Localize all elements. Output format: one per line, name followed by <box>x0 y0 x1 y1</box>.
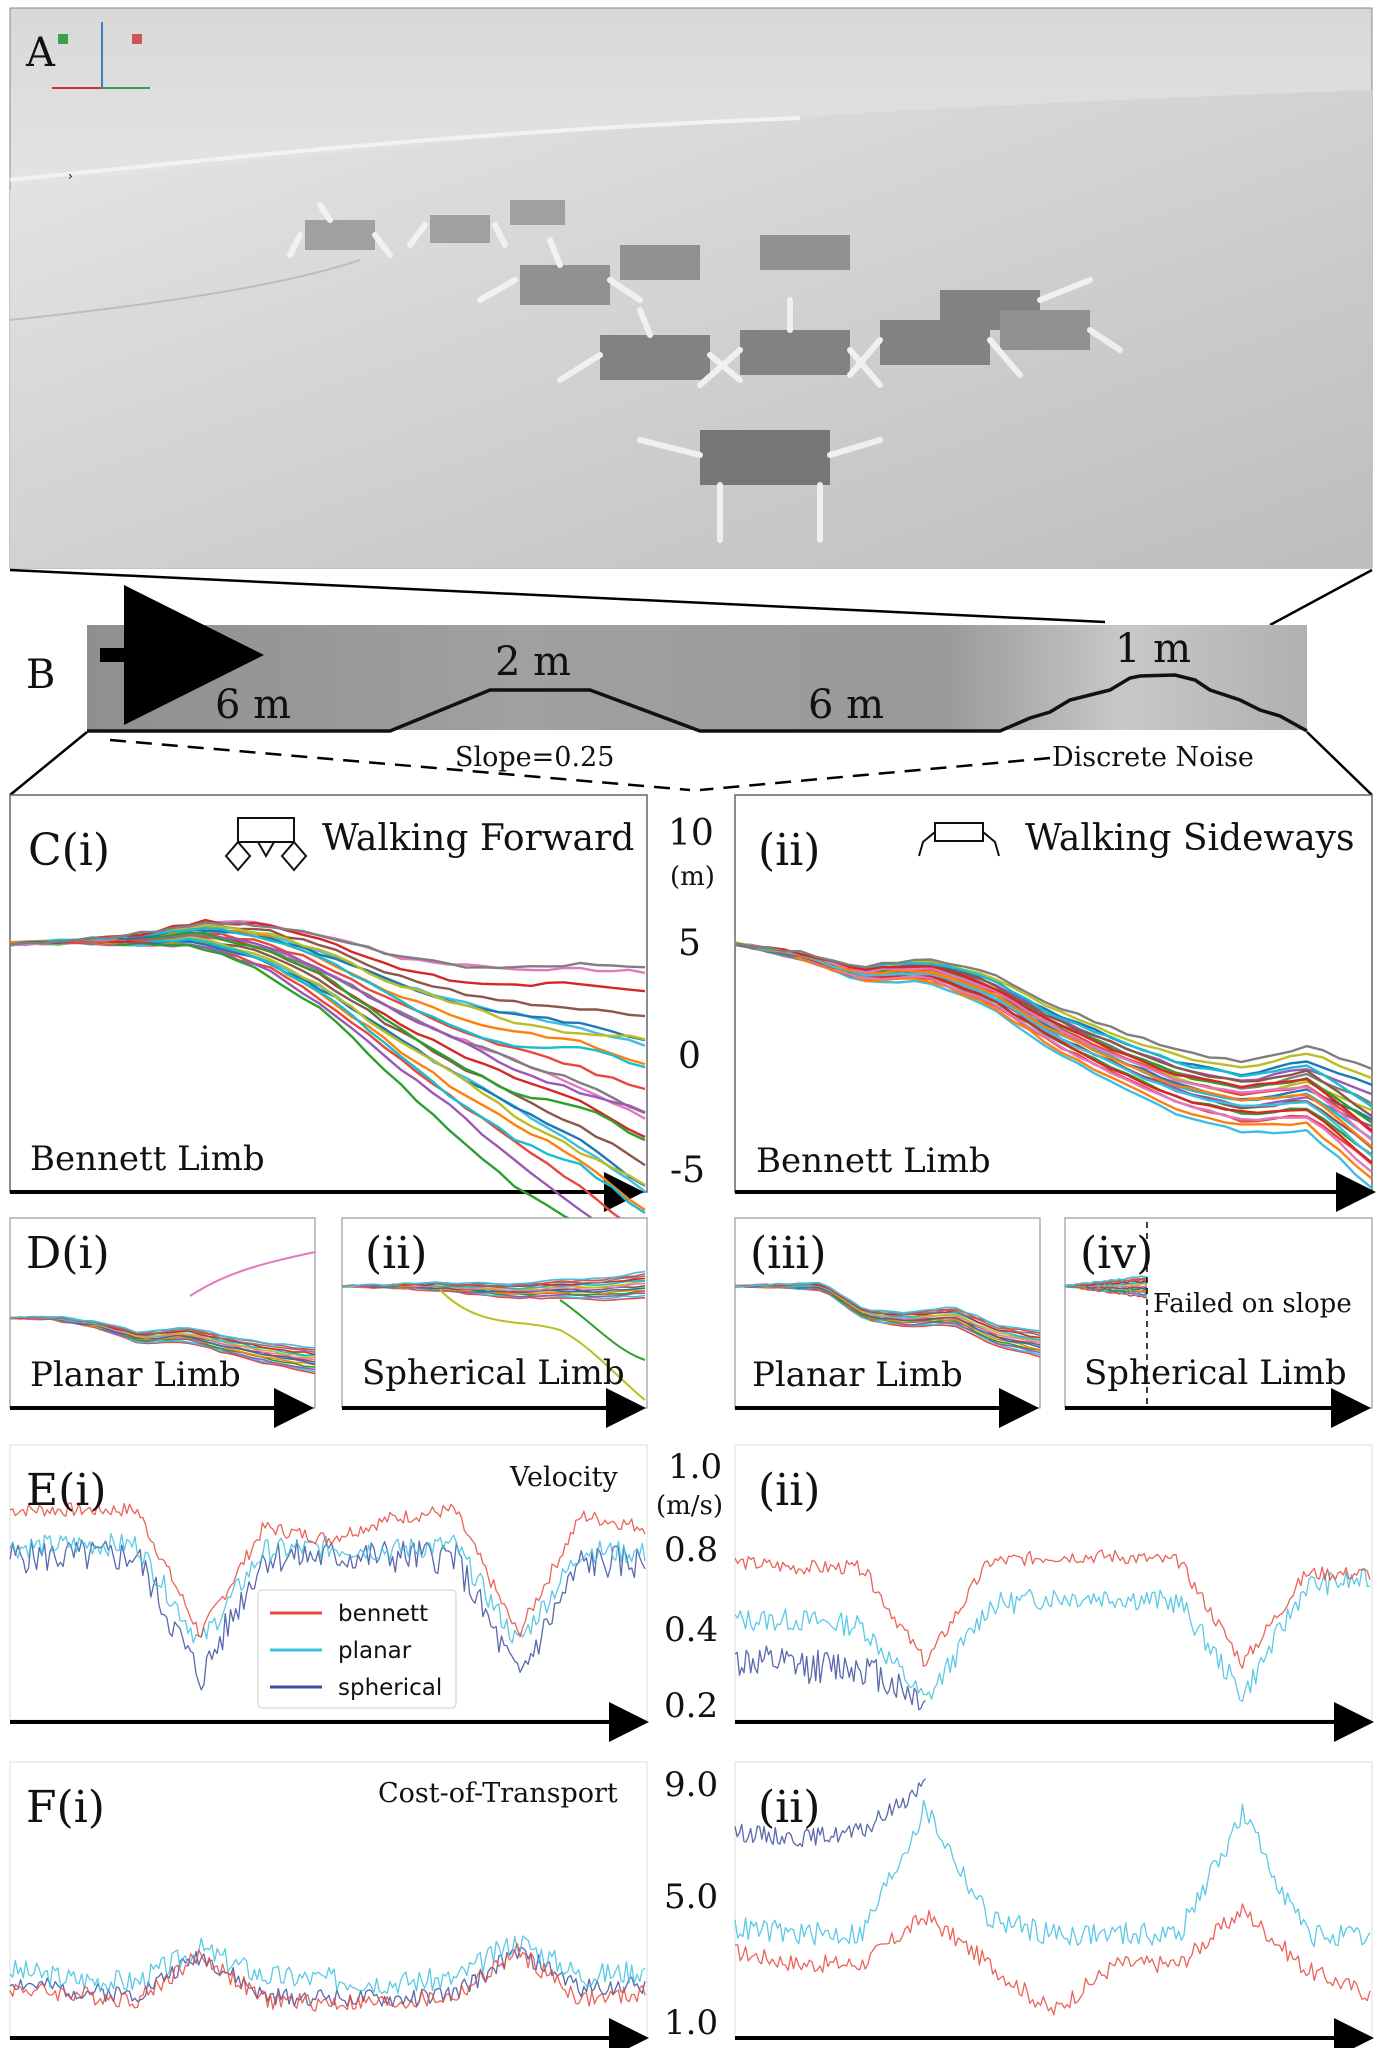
panel-label-c-i: C(i) <box>28 825 110 876</box>
terrain-segment-4: 1 m <box>1115 626 1191 672</box>
legend-spherical: spherical <box>338 1675 442 1701</box>
panel-label-a: A <box>25 30 56 76</box>
velocity-planar-line <box>734 1567 1371 1703</box>
failed-on-slope-label: Failed on slope <box>1153 1289 1352 1319</box>
terrain-profile <box>87 673 1308 733</box>
panel-label-e-ii: (ii) <box>758 1465 820 1516</box>
noise-label: Discrete Noise <box>1052 742 1254 773</box>
d-i-limb-label: Planar Limb <box>30 1355 241 1395</box>
panel-label-b: B <box>26 652 55 698</box>
f-ytick-5: 5.0 <box>664 1877 718 1917</box>
d-trajectories <box>9 1251 1148 1401</box>
d-outlier-line <box>189 1251 316 1297</box>
c1-trajectory-line <box>9 921 646 970</box>
panel-b-terrain: B 6 m 2 m 6 m 1 m Slope=0.25 Discrete No… <box>26 585 1308 773</box>
zoom-connectors-c <box>9 731 1373 796</box>
d-trajectory-line <box>342 1270 646 1287</box>
velocity-bennett-line <box>734 1549 1371 1669</box>
walking-sideways-icon <box>918 822 1000 857</box>
e-velocity-series <box>9 1502 1371 1711</box>
f-ytick-1: 1.0 <box>664 2003 718 2043</box>
cot-planar-line <box>9 1935 646 1995</box>
panel-c-axis: 10 (m) 5 0 -5 <box>668 813 715 1191</box>
robot-swarm <box>287 200 1123 543</box>
e-ytick-0-4: 0.4 <box>664 1610 718 1650</box>
c1-trajectory-line <box>10 933 646 1139</box>
c2-trajectory-line <box>734 943 1373 1158</box>
c2-trajectory-line <box>734 943 1373 1148</box>
c2-limb-label: Bennett Limb <box>756 1141 991 1181</box>
panel-label-c-ii: (ii) <box>758 825 820 876</box>
terrain-segment-3: 6 m <box>808 682 884 728</box>
zoom-connector <box>9 568 1106 624</box>
d-outlier-line <box>439 1289 646 1401</box>
c-y-unit: (m) <box>670 862 715 892</box>
f-ytick-9: 9.0 <box>664 1765 718 1805</box>
panel-label-d-iv: (iv) <box>1080 1228 1153 1279</box>
panel-label-d-iii: (iii) <box>750 1228 827 1279</box>
c-ytick-neg5: -5 <box>670 1150 705 1191</box>
cot-spherical-line <box>9 1947 646 2008</box>
c2-trajectory-line <box>734 942 1373 1071</box>
c2-trajectory-line <box>734 941 1373 1180</box>
c2-trajectory-line <box>734 942 1373 1142</box>
walking-forward-title: Walking Forward <box>322 818 634 859</box>
panel-label-e-i: E(i) <box>26 1465 107 1516</box>
walking-sideways-title: Walking Sideways <box>1025 818 1354 859</box>
e-ytick-1-0: 1.0 <box>668 1447 722 1487</box>
panel-a-scene: › A <box>9 7 1373 569</box>
panel-label-d-i: D(i) <box>26 1228 110 1279</box>
cot-bennett-line <box>734 1903 1371 2016</box>
e-y-unit: (m/s) <box>656 1491 723 1521</box>
panel-e: E(i) (ii) Velocity bennett planar spheri… <box>9 1444 1374 1742</box>
d-trajectory-line <box>1064 1275 1148 1288</box>
c-ytick-5: 5 <box>678 923 701 964</box>
walking-forward-icon <box>224 817 308 872</box>
terrain-segment-2: 2 m <box>495 639 571 685</box>
e-ytick-0-2: 0.2 <box>664 1686 718 1726</box>
velocity-title: Velocity <box>509 1462 618 1493</box>
c1-trajectories <box>9 918 646 1287</box>
e-ytick-0-8: 0.8 <box>664 1530 718 1570</box>
chevron-right-icon: › <box>68 169 73 183</box>
axis-gizmo-icon <box>52 22 150 89</box>
c1-limb-label: Bennett Limb <box>30 1139 265 1179</box>
terrain-segment-1: 6 m <box>215 682 291 728</box>
d-trajectory-line <box>9 1315 316 1349</box>
panel-label-f-ii: (ii) <box>758 1782 820 1833</box>
c2-trajectories <box>734 941 1373 1190</box>
panel-c-sideways: (ii) Walking Sideways Bennett Limb <box>734 794 1376 1212</box>
cot-spherical-line <box>734 1778 926 1848</box>
velocity-bennett-line <box>9 1502 646 1638</box>
d-iii-limb-label: Planar Limb <box>752 1355 963 1395</box>
slope-label: Slope=0.25 <box>455 742 614 773</box>
c-ytick-0: 0 <box>678 1036 701 1077</box>
cot-bennett-line <box>9 1943 646 2012</box>
cot-planar-line <box>734 1799 1371 1948</box>
d-ii-limb-label: Spherical Limb <box>362 1353 625 1393</box>
terrain-strip <box>87 625 1307 730</box>
d-trajectory-line <box>734 1281 1041 1332</box>
panel-c-forward: C(i) Walking Forward Bennett Limb <box>9 794 648 1287</box>
cot-title: Cost-of-Transport <box>378 1778 618 1809</box>
velocity-planar-line <box>9 1532 646 1644</box>
d-outlier-line <box>559 1299 646 1361</box>
panel-f: F(i) (ii) Cost-of-Transport 9.0 5.0 1.0 <box>9 1761 1374 2052</box>
velocity-spherical-line <box>734 1645 926 1711</box>
legend-bennett: bennett <box>338 1601 428 1627</box>
velocity-legend: bennett planar spherical <box>257 1589 457 1709</box>
legend-planar: planar <box>338 1638 412 1664</box>
f-cot-series <box>9 1778 1371 2016</box>
panel-d: D(i) (ii) (iii) (iv) Failed on slope Pla… <box>9 1217 1373 1428</box>
c-ytick-10: 10 <box>668 813 714 854</box>
zoom-connector <box>1269 568 1373 627</box>
d-iv-limb-label: Spherical Limb <box>1084 1353 1347 1393</box>
panel-label-d-ii: (ii) <box>365 1228 427 1279</box>
panel-label-f-i: F(i) <box>26 1782 105 1833</box>
